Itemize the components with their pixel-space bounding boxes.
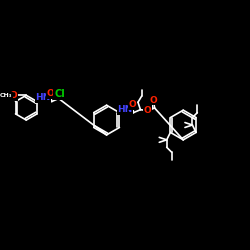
Text: Cl: Cl xyxy=(54,89,65,99)
Text: O: O xyxy=(150,96,158,104)
Text: O: O xyxy=(47,89,54,98)
Text: CH₃: CH₃ xyxy=(0,93,13,98)
Text: HN: HN xyxy=(117,105,132,114)
Text: O: O xyxy=(144,106,152,115)
Text: HN: HN xyxy=(36,93,51,102)
Text: O: O xyxy=(129,100,137,109)
Text: O: O xyxy=(10,91,18,100)
